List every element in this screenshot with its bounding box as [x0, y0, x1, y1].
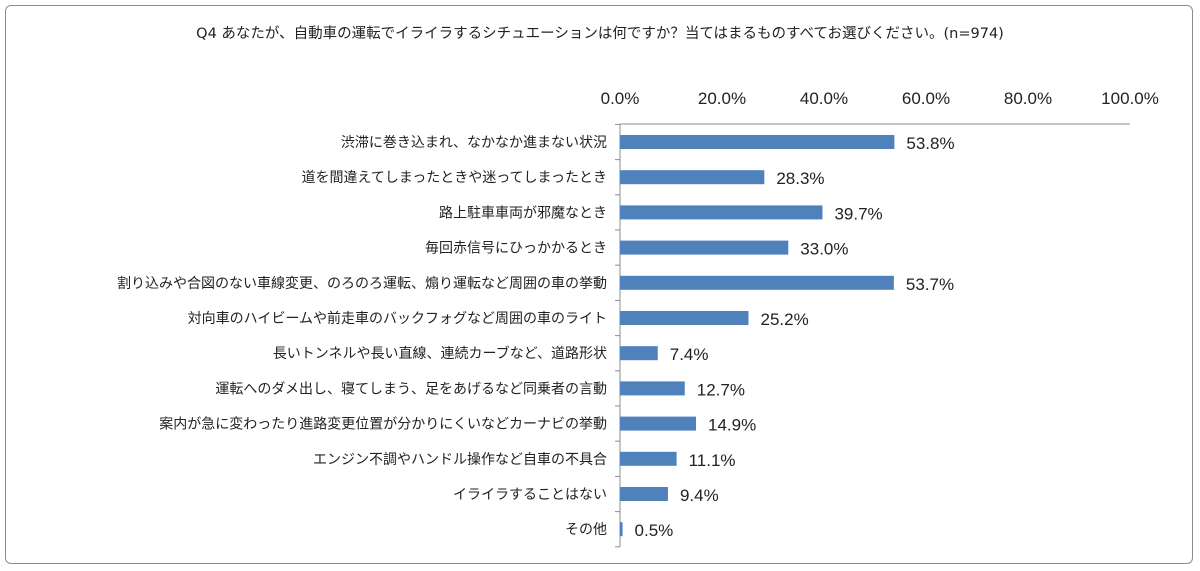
x-tick-label: 80.0%: [1004, 89, 1052, 108]
category-label: 路上駐車車両が邪魔なとき: [439, 204, 607, 221]
x-tick-label: 20.0%: [698, 89, 746, 108]
value-label: 14.9%: [708, 416, 756, 435]
x-tick-label: 100.0%: [1101, 89, 1159, 108]
bar: [620, 451, 677, 466]
category-label: 毎回赤信号にひっかかるとき: [425, 241, 607, 257]
category-label: 運転へのダメ出し、寝てしまう、足をあげるなど同乗者の言動: [215, 380, 607, 397]
category-label: 渋滞に巻き込まれ、なかなか進まない状況: [341, 135, 607, 151]
bar: [620, 381, 685, 396]
bar: [620, 170, 765, 185]
value-label: 11.1%: [689, 451, 736, 470]
x-tick-label: 40.0%: [800, 89, 848, 108]
bar: [620, 416, 696, 431]
value-label: 28.3%: [776, 169, 824, 188]
value-label: 9.4%: [680, 486, 719, 505]
category-label: イライラすることはない: [453, 487, 607, 503]
category-label: その他: [565, 522, 607, 538]
x-tick-label: 0.0%: [601, 89, 640, 108]
value-label: 7.4%: [670, 345, 709, 364]
value-label: 33.0%: [800, 240, 848, 259]
bars-layer: 渋滞に巻き込まれ、なかなか進まない状況 53.8% 道を間違えてしまったときや迷って…: [117, 134, 955, 540]
bar: [620, 346, 658, 361]
value-label: 12.7%: [697, 380, 745, 399]
bar: [620, 205, 823, 220]
chart-frame: [5, 5, 1193, 564]
bar: [620, 487, 668, 501]
x-tick-label: 60.0%: [902, 89, 950, 108]
category-label: 対向車のハイビームや前走車のバックフォグなど周囲の車のライト: [188, 310, 607, 327]
category-label: 道を間違えてしまったときや迷ってしまったとき: [302, 170, 607, 186]
bar: [620, 240, 789, 255]
axis-layer: 0.0% 20.0% 40.0% 60.0% 80.0% 100.0%: [601, 89, 1159, 548]
category-label: 案内が急に変わったり進路変更位置が分かりにくいなどカーナビの挙動: [159, 416, 607, 433]
bar: [620, 522, 623, 537]
category-label: エンジン不調やハンドル操作など自車の不具合: [313, 451, 607, 468]
category-label: 割り込みや合図のない車線変更、のろのろ運転、煽り運転など周囲の車の挙動: [117, 275, 607, 292]
value-label: 39.7%: [834, 204, 882, 223]
value-label: 0.5%: [635, 521, 674, 540]
value-label: 25.2%: [761, 310, 809, 329]
bar: [620, 311, 749, 325]
chart-title: Q4 あなたが、自動車の運転でイライラするシチュエーションは何ですか？当てはまる…: [196, 26, 1004, 42]
bar: [620, 275, 894, 290]
value-label: 53.7%: [906, 275, 954, 294]
category-label: 長いトンネルや長い直線、連続カーブなど、道路形状: [273, 345, 607, 362]
value-label: 53.8%: [906, 134, 954, 153]
bar: [620, 135, 895, 149]
